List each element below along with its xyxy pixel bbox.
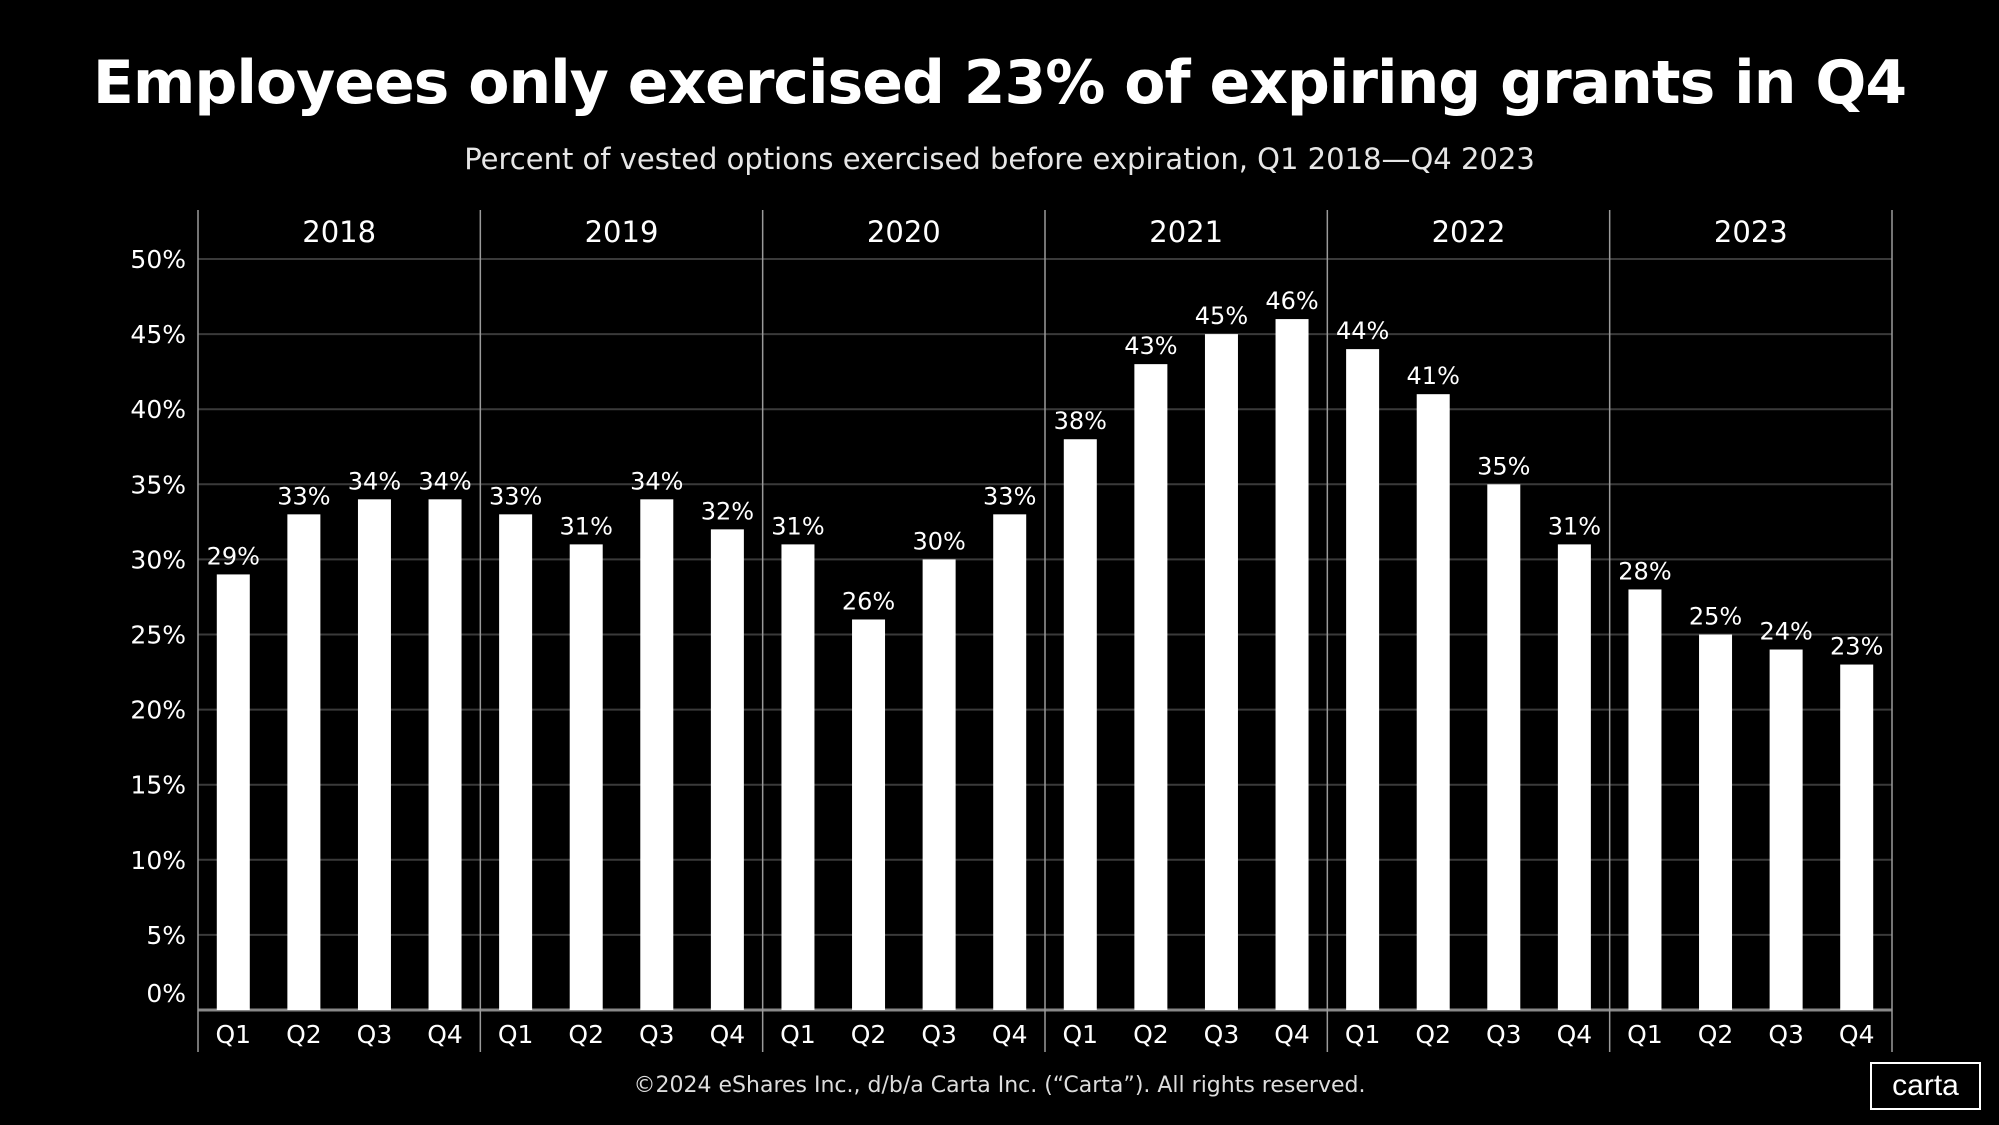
bar [1204,334,1238,1011]
bar [710,529,744,1010]
year-label: 2021 [1149,215,1223,249]
data-label: 33% [983,482,1036,510]
data-label: 43% [1124,332,1177,360]
x-tick-label: Q4 [427,1020,463,1049]
data-label: 38% [1054,407,1107,435]
data-label: 45% [1195,302,1248,330]
data-label: 33% [489,482,542,510]
bar [1134,364,1168,1010]
data-label: 31% [1548,512,1601,540]
y-tick-label: 5% [146,921,186,950]
x-tick-label: Q3 [921,1020,957,1049]
bar [1699,634,1733,1010]
bar [781,544,815,1010]
x-tick-label: Q1 [780,1020,816,1049]
x-tick-label: Q3 [1486,1020,1522,1049]
data-label: 41% [1407,362,1460,390]
y-tick-label: 35% [130,470,186,499]
year-label: 2018 [302,215,376,249]
data-label: 25% [1689,603,1742,631]
chart-title: Employees only exercised 23% of expiring… [92,48,1907,118]
bar [922,559,956,1010]
x-tick-label: Q4 [992,1020,1028,1049]
data-label: 31% [560,512,613,540]
data-label: 31% [771,512,824,540]
data-label: 35% [1477,452,1530,480]
x-tick-label: Q2 [1698,1020,1734,1049]
chart-subtitle: Percent of vested options exercised befo… [464,142,1535,176]
bar [1840,664,1874,1010]
year-label: 2019 [585,215,659,249]
x-tick-label: Q4 [1557,1020,1593,1049]
data-label: 34% [348,467,401,495]
bar [1275,319,1309,1011]
bar [1628,589,1662,1010]
carta-logo: carta [1870,1062,1981,1110]
bar [640,499,674,1010]
x-tick-label: Q2 [1415,1020,1451,1049]
x-tick-label: Q1 [1062,1020,1098,1049]
x-tick-label: Q1 [215,1020,251,1049]
x-tick-label: Q1 [1627,1020,1663,1049]
x-tick-label: Q3 [1768,1020,1804,1049]
bar [1346,349,1380,1010]
x-tick-label: Q2 [568,1020,604,1049]
x-tick-label: Q1 [1345,1020,1381,1049]
y-tick-label: 10% [130,846,186,875]
x-tick-label: Q4 [710,1020,746,1049]
data-label: 23% [1830,633,1883,661]
data-label: 32% [701,497,754,525]
year-label: 2022 [1432,215,1506,249]
y-tick-label: 15% [130,771,186,800]
copyright-footer: ©2024 eShares Inc., d/b/a Carta Inc. (“C… [633,1073,1366,1098]
y-tick-label: 40% [130,395,186,424]
bar [287,514,321,1010]
y-tick-label: 25% [130,621,186,650]
x-tick-label: Q3 [357,1020,393,1049]
data-label: 33% [277,482,330,510]
bar [1487,484,1521,1010]
y-tick-label: 20% [130,696,186,725]
bar [216,574,250,1010]
bar [569,544,603,1010]
data-label: 34% [418,467,471,495]
bar [1416,394,1450,1010]
year-label: 2023 [1714,215,1788,249]
bar [993,514,1027,1010]
data-label: 34% [630,467,683,495]
y-tick-label: 50% [130,245,186,274]
x-tick-label: Q3 [1204,1020,1240,1049]
data-label: 28% [1618,557,1671,585]
x-tick-label: Q2 [1133,1020,1169,1049]
bar [852,619,886,1010]
data-label: 44% [1336,317,1389,345]
x-tick-label: Q4 [1274,1020,1310,1049]
bar [499,514,533,1010]
data-label: 24% [1759,618,1812,646]
data-label: 26% [842,587,895,615]
x-tick-label: Q1 [498,1020,534,1049]
bar [1769,649,1803,1010]
bar [1063,439,1097,1010]
y-tick-label: 30% [130,545,186,574]
y-tick-label: 45% [130,320,186,349]
x-tick-label: Q2 [286,1020,322,1049]
x-tick-label: Q2 [851,1020,887,1049]
y-tick-label: 0% [146,979,186,1008]
bar [1557,544,1591,1010]
bar [357,499,391,1010]
data-label: 29% [207,542,260,570]
bar [428,499,462,1010]
x-tick-label: Q4 [1839,1020,1875,1049]
data-label: 46% [1265,287,1318,315]
x-tick-label: Q3 [639,1020,675,1049]
data-label: 30% [912,527,965,555]
year-label: 2020 [867,215,941,249]
